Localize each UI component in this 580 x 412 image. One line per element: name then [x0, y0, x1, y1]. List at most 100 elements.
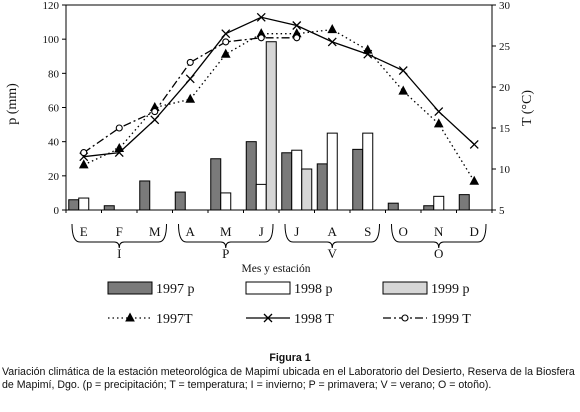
bar [174, 191, 186, 211]
bar [281, 152, 293, 211]
bar [433, 195, 445, 211]
y-tick-label-right: 25 [499, 41, 511, 53]
month-label: A [328, 224, 338, 239]
y-tick-label-left: 80 [48, 68, 60, 80]
data-point-x [434, 107, 444, 117]
data-point-x [221, 29, 231, 39]
data-point-triangle [433, 118, 444, 128]
data-point-x [327, 37, 337, 47]
month-label: M [149, 224, 161, 239]
bar [68, 199, 80, 211]
y-axis-label-left: p (mm) [5, 83, 20, 125]
y-tick-label-right: 15 [499, 123, 511, 135]
y-tick-label-left: 100 [43, 34, 60, 46]
bar [301, 168, 313, 211]
bar [78, 197, 90, 211]
y-tick-label-left: 60 [48, 103, 60, 115]
series-line [83, 16, 475, 158]
data-point-circle [151, 108, 159, 116]
data-point-circle [257, 34, 265, 42]
y-tick-label-left: 20 [48, 171, 60, 183]
legend-label: 1998 p [294, 282, 333, 297]
month-label: J [259, 224, 264, 239]
month-label: F [116, 224, 123, 239]
data-point-circle [401, 314, 409, 322]
data-point-x [292, 21, 302, 30]
legend-swatch [107, 281, 153, 295]
legend-label: 1997 p [156, 282, 195, 297]
data-point-x [185, 74, 195, 84]
y-tick-label-right: 10 [499, 164, 511, 176]
caption-title: Figura 1 [269, 352, 311, 364]
bar [139, 180, 151, 211]
data-point-x [469, 139, 479, 149]
y-tick-label-right: 5 [499, 205, 505, 217]
season-label: V [328, 246, 338, 261]
legend-swatch [245, 281, 291, 295]
data-point-x [263, 313, 273, 323]
legend-label: 1998 T [294, 312, 334, 327]
data-point-triangle [220, 48, 231, 58]
data-point-triangle [327, 24, 338, 34]
season-brace [178, 223, 274, 249]
month-label: O [399, 224, 408, 239]
month-label: D [470, 224, 479, 239]
data-point-triangle [78, 159, 89, 169]
caption-text: Variación climática de la estación meteo… [2, 366, 575, 391]
data-point-x [256, 12, 266, 22]
data-point-circle [186, 58, 194, 66]
data-point-circle [80, 149, 88, 157]
data-point-circle [293, 34, 301, 42]
data-point-x [150, 115, 160, 125]
data-point-circle [222, 38, 230, 46]
legend-label: 1999 p [431, 282, 470, 297]
season-label: O [434, 246, 443, 261]
plot-frame [65, 4, 493, 211]
bar [220, 192, 232, 211]
legend-swatch [382, 281, 428, 295]
data-point-x [114, 148, 124, 158]
month-label: E [80, 224, 88, 239]
month-label: M [220, 224, 232, 239]
y-tick-label-right: 20 [499, 82, 511, 94]
month-label: S [364, 224, 371, 239]
axis-frame [65, 4, 493, 211]
data-point-triangle [114, 142, 125, 152]
bar [458, 194, 470, 211]
season-label: P [222, 246, 229, 261]
x-axis-label: Mes y estación [242, 263, 311, 275]
month-label: N [434, 224, 444, 239]
bar [423, 205, 435, 211]
y-tick-label-left: 40 [48, 137, 60, 149]
bar [362, 132, 374, 211]
temperature-lines [78, 12, 480, 185]
data-point-x [398, 66, 408, 76]
data-point-triangle [398, 85, 409, 95]
bar [265, 41, 277, 211]
legend: 1997 p 1998 p 1999 p 1997T 1998 T 1999 T [107, 281, 471, 327]
season-label: I [117, 246, 121, 261]
bar [316, 163, 328, 211]
data-point-triangle [362, 44, 373, 54]
figure-caption: Figura 1 Variación climática de la estac… [0, 352, 580, 392]
bar [103, 205, 115, 211]
data-point-circle [115, 124, 123, 132]
bar [255, 183, 267, 211]
month-label: A [186, 224, 196, 239]
data-point-x [363, 49, 373, 59]
legend-label: 1997T [156, 312, 193, 327]
legend-label: 1999 T [431, 312, 471, 327]
season-brace [391, 223, 487, 249]
bar [210, 158, 222, 211]
y-tick-label-left: 0 [54, 205, 60, 217]
data-point-triangle [125, 312, 135, 322]
y-axis-label-right: T (°C) [520, 90, 535, 126]
y-tick-label-left: 120 [43, 0, 60, 12]
data-point-triangle [185, 93, 196, 103]
bar [291, 149, 303, 211]
bar [387, 202, 399, 211]
bar [352, 148, 364, 211]
bar [245, 141, 257, 211]
